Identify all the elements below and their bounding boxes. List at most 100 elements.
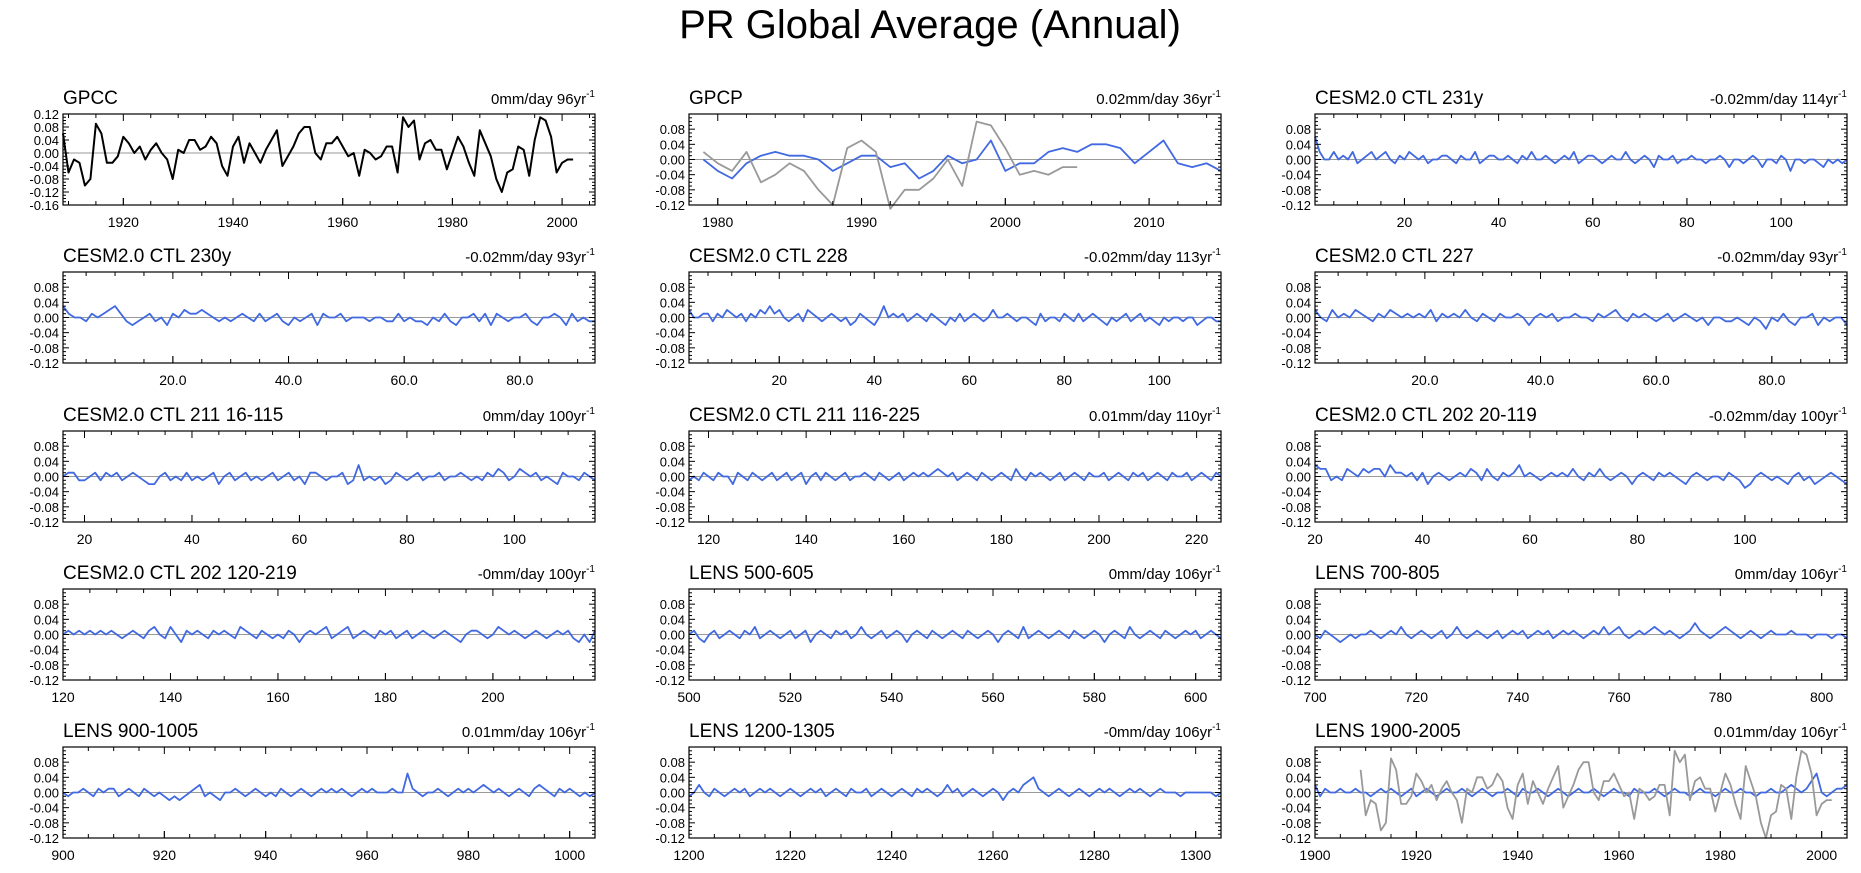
y-tick-label: -0.08 bbox=[655, 341, 685, 356]
y-tick-label: -0.12 bbox=[1281, 673, 1311, 688]
x-tick-label: 200 bbox=[481, 689, 505, 705]
x-tick-label: 960 bbox=[355, 847, 379, 863]
x-tick-label: 1960 bbox=[1603, 847, 1634, 863]
series-line bbox=[688, 467, 1222, 486]
y-tick-label: -0.16 bbox=[29, 198, 59, 213]
x-tick-label: 1920 bbox=[1401, 847, 1432, 863]
page-title: PR Global Average (Annual) bbox=[679, 3, 1181, 47]
panel-cesm2-0-ctl-227: CESM2.0 CTL 227 -0.02mm/day 93yr-10.080.0… bbox=[1281, 246, 1848, 388]
y-tick-label: 0.04 bbox=[1286, 770, 1311, 785]
x-tick-label: 200 bbox=[1087, 531, 1111, 547]
x-tick-label: 500 bbox=[677, 689, 701, 705]
panel-trend-label: -0.02mm/day 114yr-1 bbox=[1710, 89, 1847, 108]
panel-title: CESM2.0 CTL 211 16-115 bbox=[63, 405, 283, 426]
y-tick-label: 0.00 bbox=[34, 786, 59, 801]
y-tick-label: -0.08 bbox=[1281, 500, 1311, 515]
y-tick-label: -0.08 bbox=[655, 816, 685, 831]
x-tick-label: 2000 bbox=[990, 214, 1021, 230]
x-tick-label: 100 bbox=[1733, 531, 1757, 547]
y-tick-label: 0.04 bbox=[34, 295, 59, 310]
y-tick-label: -0.12 bbox=[655, 515, 685, 530]
series-line bbox=[702, 139, 1222, 180]
y-tick-label: 0.08 bbox=[660, 122, 685, 137]
x-tick-label: 120 bbox=[697, 531, 721, 547]
panel-lens-1900-2005: LENS 1900-2005 0.01mm/day 106yr-1 0.080.04… bbox=[1281, 721, 1848, 863]
x-tick-label: 540 bbox=[880, 689, 904, 705]
panel-trend-label: 0.01mm/day 110yr-1 bbox=[1089, 406, 1221, 425]
x-tick-label: 40 bbox=[1415, 531, 1431, 547]
y-tick-label: 0.08 bbox=[34, 280, 59, 295]
series-line bbox=[688, 626, 1222, 643]
series-line bbox=[688, 305, 1221, 327]
series-line bbox=[1359, 749, 1832, 839]
trend-unit-superscript: -1 bbox=[586, 89, 595, 100]
x-tick-label: 1920 bbox=[108, 214, 139, 230]
panel-title: CESM2.0 CTL 227 bbox=[1315, 246, 1474, 267]
panel-trend-label: 0.02mm/day 36yr-1 bbox=[1096, 89, 1221, 108]
series-line bbox=[1314, 308, 1848, 330]
y-tick-label: 0.08 bbox=[660, 280, 685, 295]
x-tick-label: 1900 bbox=[1299, 847, 1330, 863]
panel-title: LENS 500-605 bbox=[689, 563, 814, 584]
x-tick-label: 120 bbox=[51, 689, 75, 705]
y-tick-label: -0.04 bbox=[29, 326, 59, 341]
x-tick-label: 1200 bbox=[673, 847, 704, 863]
x-tick-label: 80 bbox=[1630, 531, 1646, 547]
panel-trend-label: 0mm/day 96yr-1 bbox=[491, 89, 595, 108]
y-tick-label: 0.12 bbox=[34, 107, 59, 122]
y-tick-label: 0.00 bbox=[34, 628, 59, 643]
x-tick-label: 520 bbox=[779, 689, 803, 705]
y-tick-label: -0.12 bbox=[655, 356, 685, 371]
y-tick-label: -0.04 bbox=[1281, 801, 1311, 816]
y-tick-label: 0.04 bbox=[660, 454, 685, 469]
panel-cesm2-0-ctl-202-120-219: CESM2.0 CTL 202 120-219 -0mm/day 100yr-1 0… bbox=[29, 563, 596, 705]
x-tick-label: 920 bbox=[153, 847, 177, 863]
y-tick-label: -0.08 bbox=[1281, 816, 1311, 831]
y-tick-label: 0.08 bbox=[660, 439, 685, 454]
y-tick-label: -0.08 bbox=[29, 816, 59, 831]
x-tick-label: 60 bbox=[961, 372, 977, 388]
x-tick-label: 760 bbox=[1607, 689, 1631, 705]
trend-unit-superscript: -1 bbox=[1838, 247, 1847, 258]
panel-cesm2-0-ctl-230y: CESM2.0 CTL 230y -0.02mm/day 93yr-10.080.… bbox=[29, 246, 596, 388]
x-tick-label: 20 bbox=[1307, 531, 1323, 547]
y-tick-label: -0.04 bbox=[1281, 168, 1311, 183]
x-tick-label: 60 bbox=[292, 531, 308, 547]
trend-unit-superscript: -1 bbox=[1838, 564, 1847, 575]
y-tick-label: 0.04 bbox=[34, 454, 59, 469]
y-tick-label: 0.08 bbox=[660, 597, 685, 612]
x-tick-label: 1940 bbox=[1502, 847, 1533, 863]
y-tick-label: -0.08 bbox=[655, 500, 685, 515]
y-tick-label: -0.04 bbox=[655, 801, 685, 816]
x-tick-label: 100 bbox=[503, 531, 527, 547]
panel-cesm2-0-ctl-211-16-115: CESM2.0 CTL 211 16-115 0mm/day 100yr-1 0.0… bbox=[29, 405, 596, 547]
x-tick-label: 1260 bbox=[977, 847, 1008, 863]
y-tick-label: 0.00 bbox=[660, 153, 685, 168]
x-tick-label: 1000 bbox=[554, 847, 585, 863]
panel-title: LENS 900-1005 bbox=[63, 721, 198, 742]
x-tick-label: 60 bbox=[1522, 531, 1538, 547]
panel-title: LENS 1200-1305 bbox=[689, 721, 835, 742]
y-tick-label: -0.04 bbox=[1281, 326, 1311, 341]
trend-unit-superscript: -1 bbox=[1838, 89, 1847, 100]
y-tick-label: 0.00 bbox=[660, 470, 685, 485]
x-tick-label: 900 bbox=[51, 847, 75, 863]
series-line bbox=[1314, 464, 1848, 489]
series-line bbox=[688, 776, 1222, 801]
panel-trend-label: -0.02mm/day 93yr-1 bbox=[1717, 247, 1847, 266]
y-tick-label: -0.08 bbox=[1281, 658, 1311, 673]
x-tick-label: 2000 bbox=[547, 214, 578, 230]
panel-trend-label: -0.02mm/day 113yr-1 bbox=[1084, 247, 1221, 266]
x-tick-label: 1280 bbox=[1079, 847, 1110, 863]
y-tick-label: -0.12 bbox=[29, 831, 59, 846]
trend-unit-superscript: -1 bbox=[586, 247, 595, 258]
y-tick-label: -0.12 bbox=[1281, 515, 1311, 530]
panel-title: CESM2.0 CTL 202 20-119 bbox=[1315, 405, 1537, 426]
y-tick-label: -0.04 bbox=[29, 485, 59, 500]
y-tick-label: -0.08 bbox=[655, 183, 685, 198]
x-tick-label: 160 bbox=[266, 689, 290, 705]
x-tick-label: 800 bbox=[1810, 689, 1834, 705]
series-line bbox=[62, 305, 595, 327]
x-tick-label: 780 bbox=[1709, 689, 1733, 705]
